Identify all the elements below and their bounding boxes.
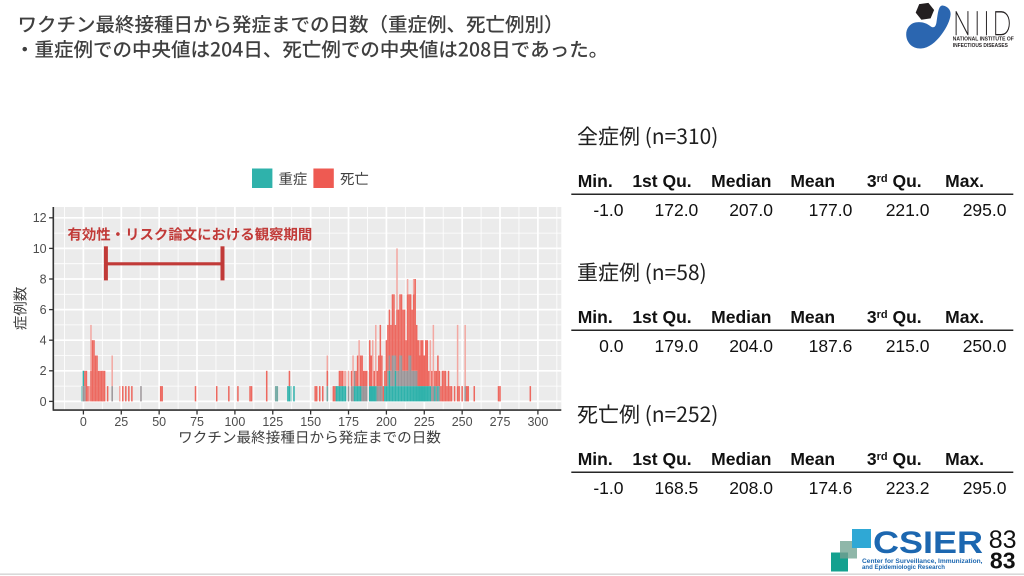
svg-text:4: 4	[40, 334, 47, 348]
svg-text:83: 83	[990, 548, 1016, 574]
svg-text:250: 250	[452, 415, 473, 429]
svg-text:Mean: Mean	[790, 171, 835, 191]
svg-text:Median: Median	[711, 449, 771, 469]
svg-text:250.0: 250.0	[963, 336, 1007, 356]
svg-text:12: 12	[33, 211, 47, 225]
svg-text:-1.0: -1.0	[593, 478, 623, 498]
svg-text:200: 200	[376, 415, 397, 429]
svg-text:225: 225	[414, 415, 435, 429]
svg-text:Mean: Mean	[790, 307, 835, 327]
svg-text:Median: Median	[711, 307, 771, 327]
svg-text:CSIER: CSIER	[873, 524, 983, 560]
svg-text:0: 0	[80, 415, 87, 429]
svg-text:Min.: Min.	[578, 307, 613, 327]
svg-text:Min.: Min.	[578, 449, 613, 469]
svg-text:208.0: 208.0	[729, 478, 773, 498]
svg-text:NATIONAL INSTITUTE OF: NATIONAL INSTITUTE OF	[953, 37, 1014, 43]
svg-text:0.0: 0.0	[599, 336, 624, 356]
svg-text:Max.: Max.	[945, 171, 984, 191]
svg-text:125: 125	[262, 415, 283, 429]
svg-text:50: 50	[152, 415, 166, 429]
svg-text:-1.0: -1.0	[593, 200, 623, 220]
svg-text:223.2: 223.2	[886, 478, 930, 498]
svg-text:300: 300	[527, 415, 548, 429]
svg-text:221.0: 221.0	[886, 200, 930, 220]
svg-text:Max.: Max.	[945, 449, 984, 469]
svg-text:175: 175	[338, 415, 359, 429]
svg-text:Mean: Mean	[790, 449, 835, 469]
svg-text:177.0: 177.0	[809, 200, 853, 220]
svg-text:187.6: 187.6	[809, 336, 853, 356]
svg-text:8: 8	[40, 272, 47, 286]
svg-text:179.0: 179.0	[655, 336, 699, 356]
svg-text:1st Qu.: 1st Qu.	[632, 307, 691, 327]
svg-text:Center for Surveillance, Immun: Center for Surveillance, Immunization,	[862, 558, 983, 565]
svg-text:Min.: Min.	[578, 171, 613, 191]
svg-text:295.0: 295.0	[963, 478, 1007, 498]
svg-text:2: 2	[40, 364, 47, 378]
svg-text:100: 100	[224, 415, 245, 429]
svg-text:1st Qu.: 1st Qu.	[632, 449, 691, 469]
svg-text:Max.: Max.	[945, 307, 984, 327]
svg-text:1st Qu.: 1st Qu.	[632, 171, 691, 191]
svg-text:174.6: 174.6	[809, 478, 853, 498]
svg-text:275: 275	[490, 415, 511, 429]
svg-text:10: 10	[33, 242, 47, 256]
svg-text:Median: Median	[711, 171, 771, 191]
svg-text:168.5: 168.5	[655, 478, 699, 498]
svg-text:215.0: 215.0	[886, 336, 930, 356]
svg-text:83: 83	[989, 526, 1017, 554]
svg-text:204.0: 204.0	[729, 336, 773, 356]
svg-text:INFECTIOUS DISEASES: INFECTIOUS DISEASES	[953, 43, 1008, 49]
svg-text:295.0: 295.0	[963, 200, 1007, 220]
svg-text:0: 0	[40, 395, 47, 409]
svg-text:150: 150	[300, 415, 321, 429]
svg-text:75: 75	[190, 415, 204, 429]
svg-text:and Epidemiologic Research: and Epidemiologic Research	[862, 564, 945, 571]
svg-text:172.0: 172.0	[655, 200, 699, 220]
svg-text:6: 6	[40, 303, 47, 317]
svg-text:25: 25	[114, 415, 128, 429]
svg-text:207.0: 207.0	[729, 200, 773, 220]
